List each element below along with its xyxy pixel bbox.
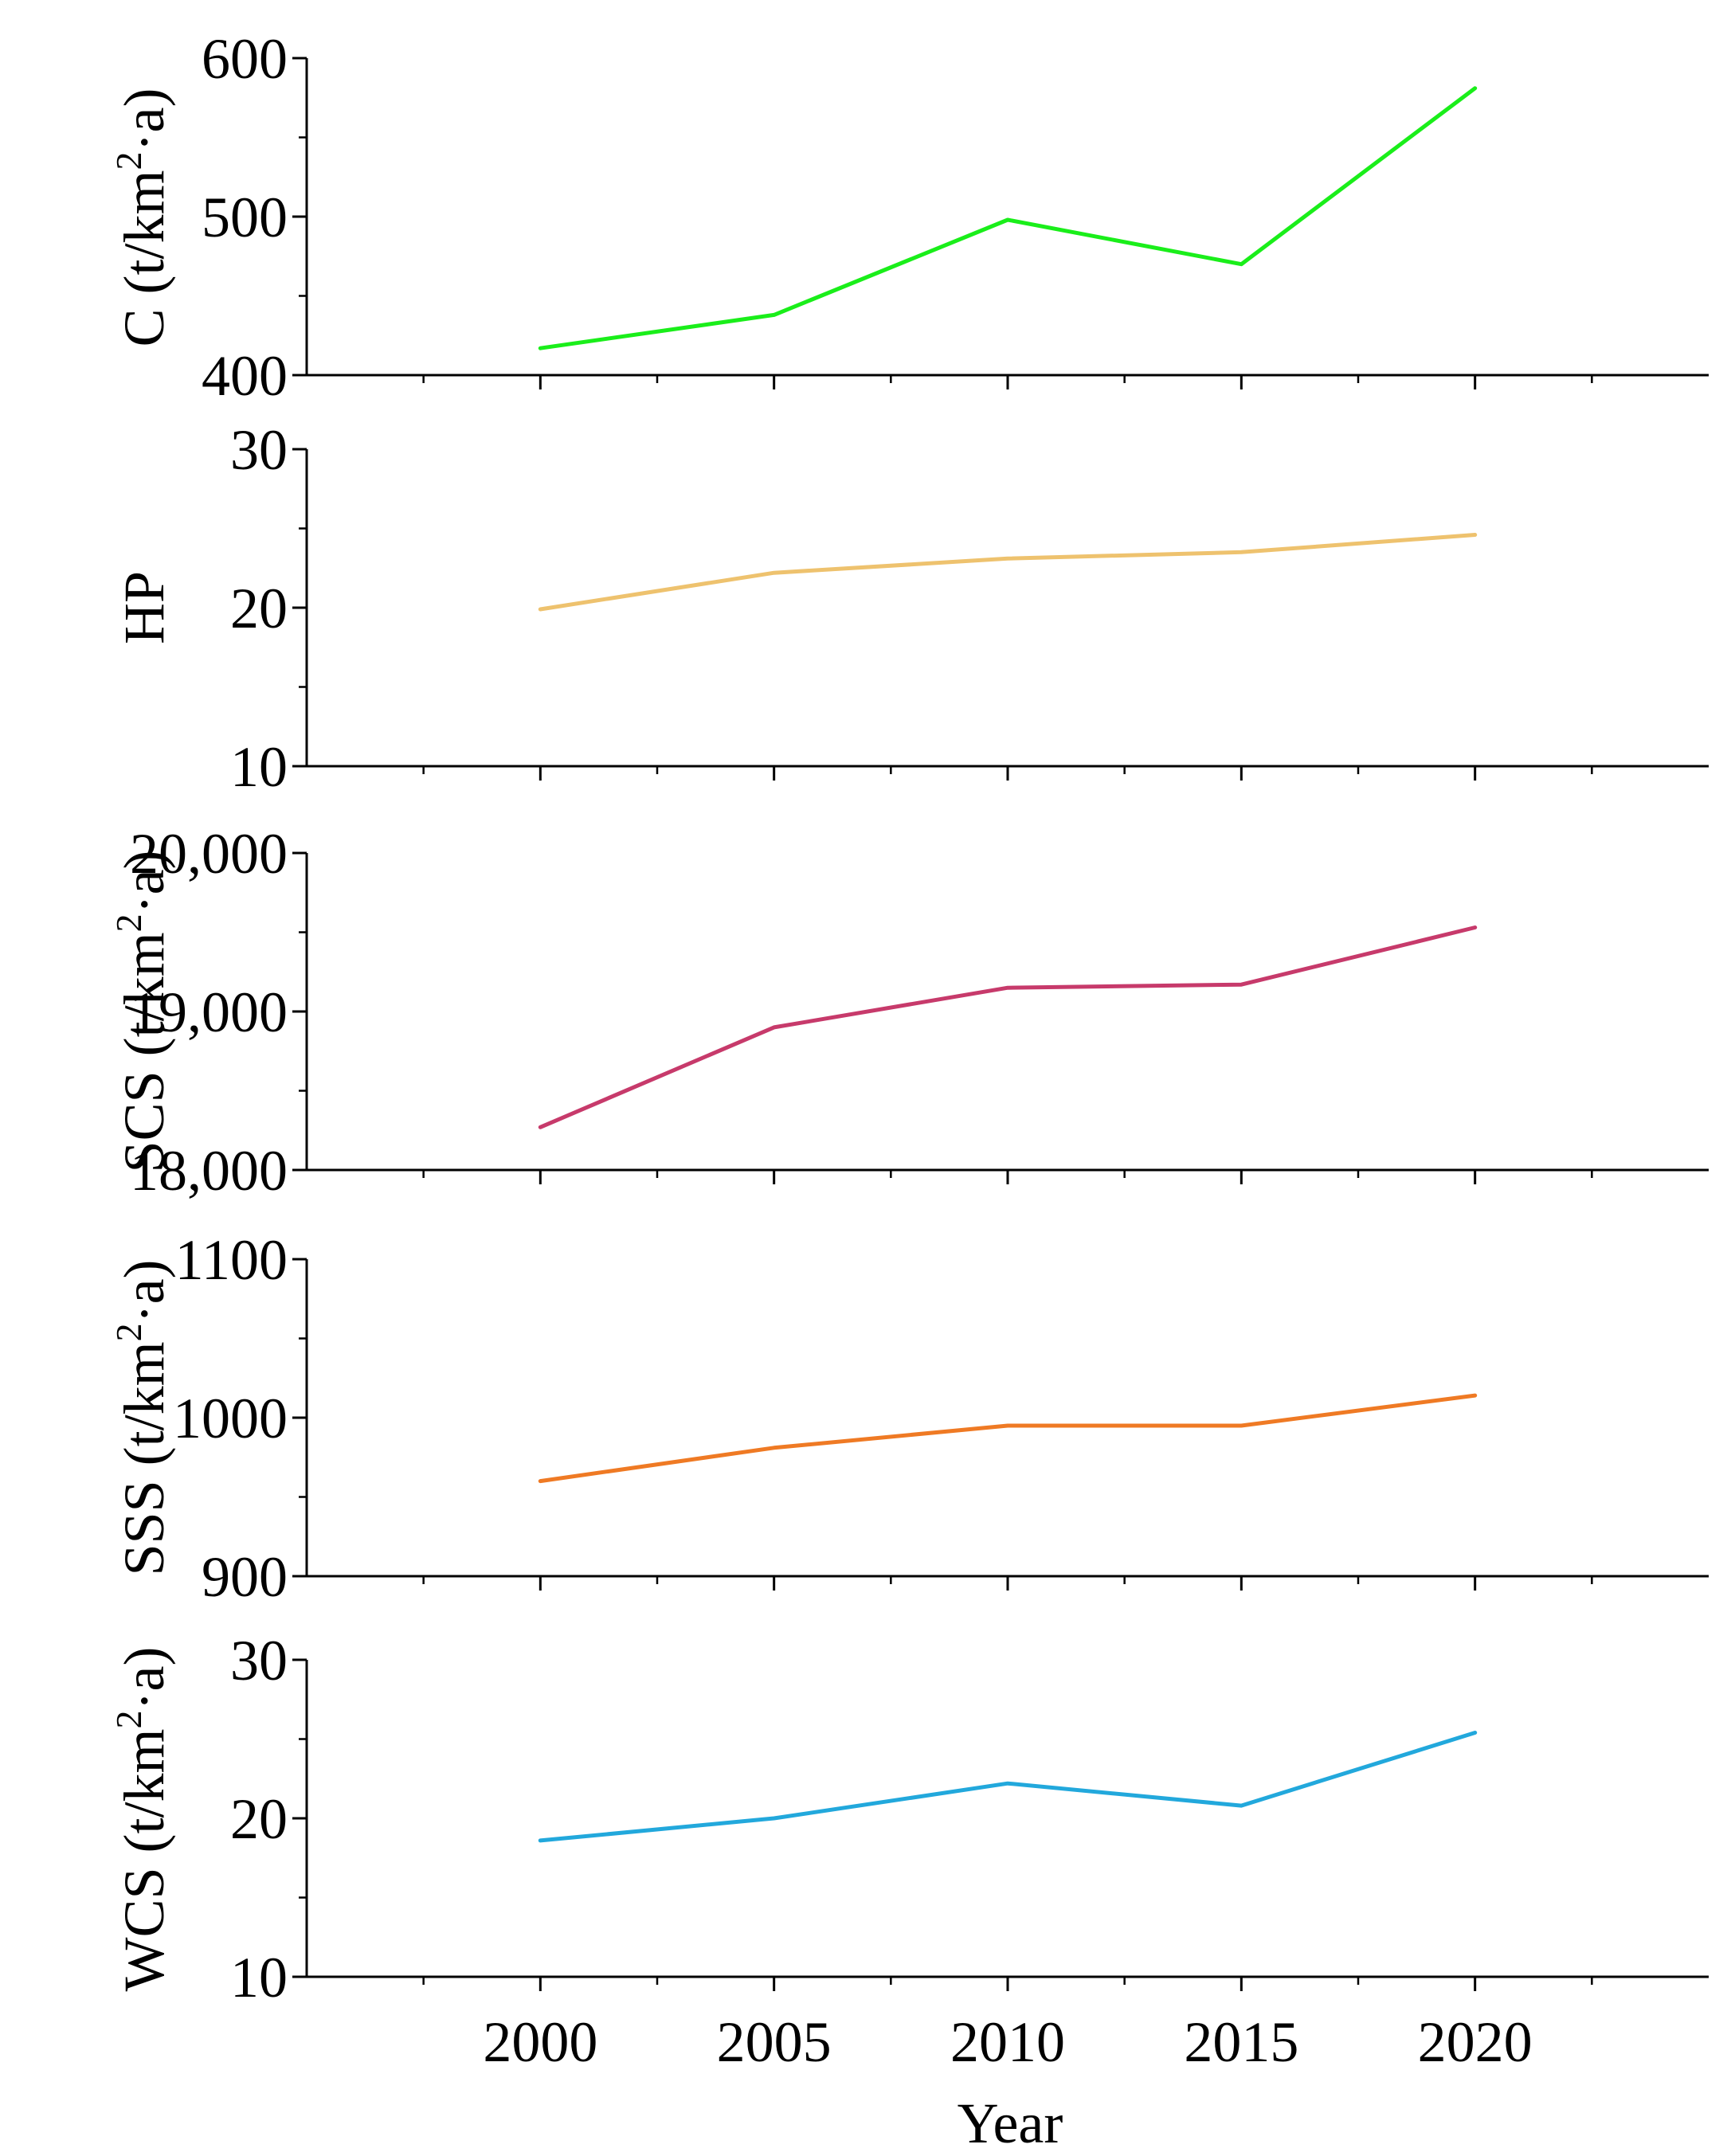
x-tick-label: 2015 xyxy=(1184,2010,1298,2074)
y-tick-label: 20 xyxy=(230,1787,288,1851)
x-tick-label: 2000 xyxy=(483,2010,597,2074)
series-line xyxy=(538,86,1478,350)
x-tick-label: 2005 xyxy=(717,2010,832,2074)
y-tick-label: 10 xyxy=(230,735,288,799)
y-axis-title: C (t/km2·a) xyxy=(108,88,176,347)
y-tick-label: 30 xyxy=(230,1629,288,1692)
series-line xyxy=(538,1731,1478,1843)
y-axis-title-part: SCS (t/km xyxy=(112,932,176,1172)
x-axis-title: Year xyxy=(958,2091,1063,2155)
y-axis-title-part: HP xyxy=(112,571,176,644)
y-axis-title-part: ·a) xyxy=(112,1647,176,1711)
x-tick-label: 2010 xyxy=(950,2010,1065,2074)
y-tick-label: 10 xyxy=(230,1946,288,2009)
y-tick-label: 19,000 xyxy=(130,980,288,1044)
y-axis-title-part: C (t/km xyxy=(112,170,176,346)
y-tick-label: 600 xyxy=(202,27,288,91)
y-axis-title-part: ·a) xyxy=(112,1259,176,1323)
y-axis-title-part: ·a) xyxy=(112,88,176,152)
y-tick-label: 30 xyxy=(230,418,288,482)
y-tick-label: 900 xyxy=(202,1545,288,1609)
y-axis-title-superscript: 2 xyxy=(108,151,149,170)
series-line xyxy=(538,925,1478,1129)
y-axis-title-superscript: 2 xyxy=(108,1710,149,1728)
y-tick-label: 500 xyxy=(202,186,288,249)
y-axis-title-part: SSS (t/km xyxy=(112,1341,176,1575)
series-line xyxy=(538,1393,1478,1484)
y-axis-title: HP xyxy=(112,571,176,644)
x-tick-label: 2020 xyxy=(1418,2010,1533,2074)
y-axis-title: SSS (t/km2·a) xyxy=(108,1259,176,1575)
y-tick-label: 20 xyxy=(230,577,288,640)
series-line xyxy=(538,533,1478,612)
y-tick-label: 18,000 xyxy=(130,1139,288,1203)
y-axis-title-superscript: 2 xyxy=(108,1323,149,1341)
y-axis-title-superscript: 2 xyxy=(108,914,149,932)
y-axis-title-part: ·a) xyxy=(112,850,176,914)
y-axis-title-part: WCS (t/km xyxy=(112,1728,176,1991)
y-tick-label: 1100 xyxy=(175,1228,288,1292)
y-tick-label: 1000 xyxy=(173,1387,288,1450)
y-tick-label: 20,000 xyxy=(130,822,288,886)
y-axis-title: WCS (t/km2·a) xyxy=(108,1647,176,1992)
y-tick-label: 400 xyxy=(202,344,288,408)
y-axis-title: SCS (t/km2·a) xyxy=(108,850,176,1172)
